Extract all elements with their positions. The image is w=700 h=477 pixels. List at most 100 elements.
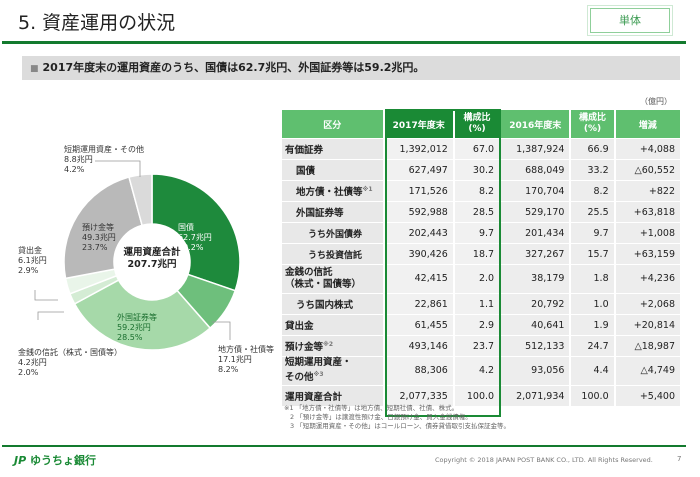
cell-diff: +4,236 [615,265,680,293]
center-total: 207.7兆円 [127,259,177,270]
row-label: 預け金等※2 [282,336,383,356]
cell-v16: 93,056 [501,357,570,385]
cell-v17: 493,146 [384,336,453,356]
leader-lines [34,160,231,340]
table-row: 地方債・社債等※1 171,526 8.2 170,704 8.2 +822 [282,181,680,201]
cell-v17: 2,077,335 [384,386,453,406]
row-label: 金銭の信託 （株式・国債等） [282,265,383,293]
cell-diff: +20,814 [615,315,680,335]
footnote-ref: ※1 [362,185,373,193]
cell-v17: 202,443 [384,223,453,243]
label-gaikoku: 外国証券等 59.2兆円 28.5% [117,313,157,342]
table-row: うち外国債券 202,443 9.7 201,434 9.7 +1,008 [282,223,680,243]
cell-v17: 1,392,012 [384,139,453,159]
footnote: 3 「短期運用資産・その他」はコールローン、債券貸借取引支払保証金等。 [290,422,510,430]
cell-v17: 88,306 [384,357,453,385]
unit-label: （億円） [640,97,672,106]
cell-p16: 66.9 [571,139,614,159]
row-label: うち国内株式 [282,294,383,314]
row-label: 貸出金 [282,315,383,335]
bullet-icon: ■ [30,64,39,74]
col-header: 2017年度末 [384,110,453,138]
cell-p16: 4.4 [571,357,614,385]
cell-diff: +5,400 [615,386,680,406]
donut-slice [63,176,143,280]
donut-slice [151,173,241,292]
table-row: うち投資信託 390,426 18.7 327,267 15.7 +63,159 [282,244,680,264]
cell-v17: 42,415 [384,265,453,293]
cell-p17: 4.2 [454,357,500,385]
divider [2,445,686,447]
cell-p16: 8.2 [571,181,614,201]
jp-post-icon: JP [14,454,30,467]
copyright: Copyright © 2018 JAPAN POST BANK CO., LT… [435,456,653,464]
cell-p17: 9.7 [454,223,500,243]
highlight-2017-columns [385,109,501,417]
cell-v16: 529,170 [501,202,570,222]
label-kashidashi: 貸出金 6.1兆円 2.9% [18,246,47,275]
col-header: 2016年度末 [501,110,570,138]
leader-line [212,321,231,340]
table-row: 運用資産合計 2,077,335 100.0 2,071,934 100.0 +5,400 [282,386,680,406]
leader-line [95,160,141,177]
cell-p17: 23.7 [454,336,500,356]
row-label: 外国証券等 [282,202,383,222]
table-row: 金銭の信託 （株式・国債等） 42,415 2.0 38,179 1.8 +4,236 [282,265,680,293]
cell-diff: △4,749 [615,357,680,385]
row-label: 短期運用資産・ その他※3 [282,357,383,385]
cell-p16: 1.0 [571,294,614,314]
table-row: 有価証券 1,392,012 67.0 1,387,924 66.9 +4,088 [282,139,680,159]
cell-diff: +63,159 [615,244,680,264]
row-label: うち投資信託 [282,244,383,264]
donut-slice [73,279,212,351]
unit-badge: 単体 [587,5,673,36]
cell-v16: 201,434 [501,223,570,243]
footnote-ref: ※3 [313,371,324,379]
cell-p16: 25.5 [571,202,614,222]
table-row: 預け金等※2 493,146 23.7 512,133 24.7 △18,987 [282,336,680,356]
donut-chart [34,160,241,351]
cell-p17: 2.9 [454,315,500,335]
table-row: 短期運用資産・ その他※3 88,306 4.2 93,056 4.4 △4,749 [282,357,680,385]
footnote-ref: ※2 [323,340,334,348]
cell-diff: +63,818 [615,202,680,222]
footnote: 2 「預け金等」は譲渡性預け金、日銀預け金、買入金銭債権。 [290,413,472,421]
cell-diff: +2,068 [615,294,680,314]
cell-p16: 33.2 [571,160,614,180]
cell-v17: 171,526 [384,181,453,201]
cell-p17: 1.1 [454,294,500,314]
row-label: 国債 [282,160,383,180]
cell-p16: 24.7 [571,336,614,356]
cell-v16: 38,179 [501,265,570,293]
cell-v16: 327,267 [501,244,570,264]
leader-line [37,311,64,320]
cell-p17: 2.0 [454,265,500,293]
cell-p16: 9.7 [571,223,614,243]
col-header: 構成比 (%) [454,110,500,138]
donut-slice [128,173,153,227]
page-title: 5. 資産運用の状況 [18,12,176,34]
table-row: 貸出金 61,455 2.9 40,641 1.9 +20,814 [282,315,680,335]
col-header: 構成比 (%) [571,110,614,138]
row-label: 運用資産合計 [282,386,383,406]
cell-diff: △60,552 [615,160,680,180]
cell-v16: 1,387,924 [501,139,570,159]
cell-p17: 28.5 [454,202,500,222]
asset-table: 区分 2017年度末 構成比 (%) 2016年度末 構成比 (%) 増減 有価… [280,109,682,407]
cell-v17: 390,426 [384,244,453,264]
cell-p16: 100.0 [571,386,614,406]
cell-p17: 8.2 [454,181,500,201]
label-kokusai: 国債 62.7兆円 30.2% [178,223,212,252]
cell-v17: 61,455 [384,315,453,335]
cell-v16: 512,133 [501,336,570,356]
cell-v17: 22,861 [384,294,453,314]
cell-diff: +822 [615,181,680,201]
summary-bar: ■ 2017年度末の運用資産のうち、国債は62.7兆円、外国証券等は59.2兆円。 [22,56,680,80]
footnotes: ※1 「地方債・社債等」は地方債、短期社債、社債、株式。 2 「預け金等」は譲渡… [284,404,510,431]
row-label: 地方債・社債等※1 [282,181,383,201]
cell-p17: 67.0 [454,139,500,159]
cell-diff: +4,088 [615,139,680,159]
footnote: ※1 「地方債・社債等」は地方債、短期社債、社債、株式。 [284,404,459,412]
cell-p16: 1.9 [571,315,614,335]
row-label: 有価証券 [282,139,383,159]
